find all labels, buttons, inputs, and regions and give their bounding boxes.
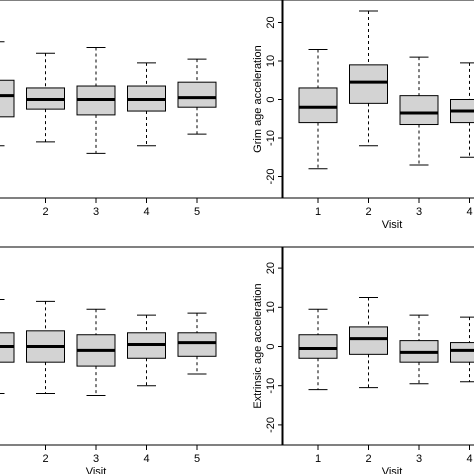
panel-top-left-xtick-label-2: 3 (93, 206, 99, 218)
panel-bottom-right-xtick-label-3: 4 (466, 453, 472, 465)
panel-top-right-box-1-iqr (298, 87, 338, 124)
panel-top-right-xtick-label-2: 3 (416, 206, 422, 218)
panel-bottom-right-xtick-label-0: 1 (315, 453, 321, 465)
panel-top-left-box-5-iqr (177, 81, 217, 108)
panel-bottom-left-xtick-label-2: 3 (93, 453, 99, 465)
panel-top-right-xtick-label-1: 2 (365, 206, 371, 218)
panel-bottom-right-box-1-iqr (298, 334, 338, 359)
panel-bottom-right-xlabel: Visit (382, 466, 403, 474)
panel-top-left-xtick-label-3: 4 (143, 206, 149, 218)
panel-bottom-right-box-4-iqr (450, 342, 474, 363)
panel-bottom-right-ylabel: Extrinsic age acceleration (252, 283, 264, 408)
panel-top-right-ytick-label-3: 10 (265, 55, 277, 67)
panel-top-right-ytick-label-2: 0 (265, 96, 277, 102)
panel-top-right-ytick-label-4: 20 (265, 16, 277, 28)
panel-bottom-left-xtick-label-1: 2 (42, 453, 48, 465)
panel-bottom-right-ytick-label-1: -10 (265, 378, 277, 394)
panel-top-right-ytick-label-0: -20 (265, 169, 277, 185)
panel-top-right-ytick-label-1: -10 (265, 130, 277, 146)
panel-bottom-right-xtick-label-2: 3 (416, 453, 422, 465)
panel-bottom-right-ytick-label-0: -20 (265, 417, 277, 433)
panel-top-left-box-1-iqr (0, 79, 15, 118)
panel-bottom-left-box-5-iqr (177, 332, 217, 357)
panel-bottom-right-ytick-label-4: 20 (265, 262, 277, 274)
panel-top-left-xtick-label-4: 5 (194, 206, 200, 218)
panel-bottom-right-ytick-label-3: 10 (265, 301, 277, 313)
panel-bottom-right-ytick-label-2: 0 (265, 343, 277, 349)
panel-top-right-box-3-iqr (399, 95, 439, 126)
panel-top-right-xtick-label-0: 1 (315, 206, 321, 218)
panel-top-right-xtick-label-3: 4 (466, 206, 472, 218)
panel-bottom-right-xtick-label-1: 2 (365, 453, 371, 465)
panel-bottom-right-box-2-iqr (349, 326, 388, 355)
panel-top-right-ylabel: Grim age acceleration (252, 45, 264, 153)
panel-bottom-left-xlabel: Visit (86, 466, 107, 474)
panel-bottom-left-xtick-label-3: 4 (143, 453, 149, 465)
panel-bottom-left-xtick-label-4: 5 (194, 453, 200, 465)
panel-top-right-xlabel: Visit (382, 219, 403, 231)
panel-top-right-box-2-iqr (349, 64, 388, 104)
panel-top-left-xtick-label-1: 2 (42, 206, 48, 218)
